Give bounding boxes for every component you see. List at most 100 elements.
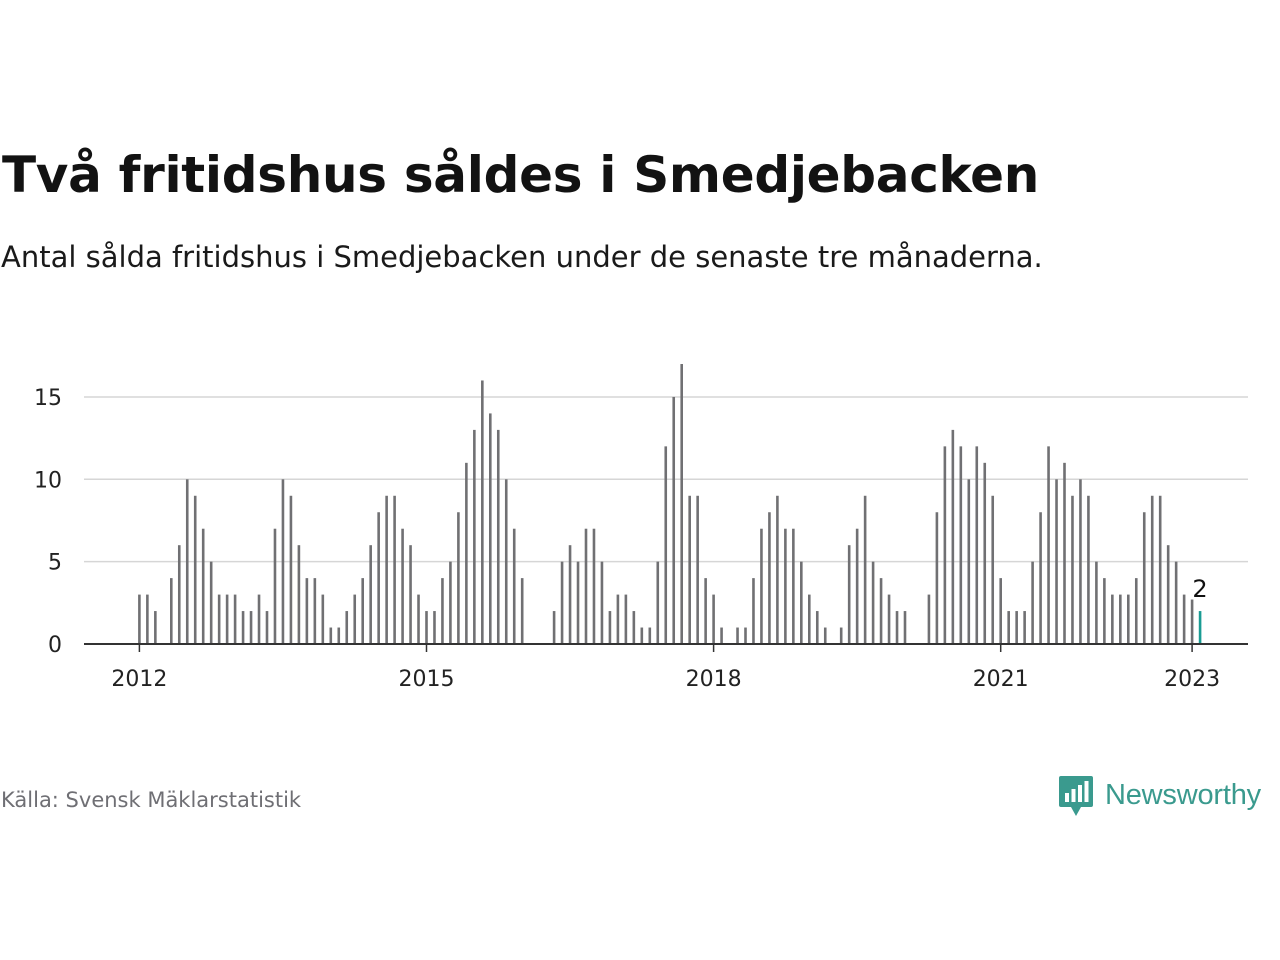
bar bbox=[696, 495, 699, 644]
bar bbox=[887, 594, 891, 644]
bar bbox=[217, 594, 221, 644]
bar bbox=[1071, 495, 1074, 644]
bar bbox=[584, 528, 588, 644]
bar bbox=[321, 594, 325, 644]
bar bbox=[656, 561, 660, 644]
bar bbox=[568, 545, 572, 644]
bar bbox=[1095, 561, 1098, 644]
bar bbox=[672, 396, 676, 644]
bar bbox=[281, 479, 285, 644]
bar bbox=[768, 512, 771, 644]
bar bbox=[504, 479, 508, 644]
bar bbox=[1158, 495, 1162, 644]
bar bbox=[879, 578, 883, 644]
bar bbox=[1047, 446, 1050, 644]
y-tick-label: 5 bbox=[48, 551, 62, 576]
bar bbox=[185, 479, 189, 644]
bar bbox=[520, 578, 524, 644]
bar bbox=[959, 446, 963, 644]
bar bbox=[680, 364, 683, 644]
bar bbox=[313, 578, 317, 644]
bar bbox=[345, 611, 349, 644]
bar bbox=[233, 594, 237, 644]
bar bbox=[1166, 545, 1170, 644]
x-tick-label: 2012 bbox=[111, 667, 167, 692]
bar bbox=[385, 495, 388, 644]
source-note: Källa: Svensk Mäklarstatistik bbox=[1, 788, 302, 812]
bar bbox=[839, 627, 843, 644]
bar bbox=[720, 627, 723, 644]
chart-title: Två fritidshus såldes i Smedjebacken bbox=[2, 146, 1040, 204]
bar bbox=[744, 627, 747, 644]
bar bbox=[560, 561, 564, 644]
bar bbox=[608, 611, 612, 644]
brand[interactable]: Newsworthy bbox=[1058, 772, 1261, 818]
bar bbox=[449, 561, 452, 644]
bar bbox=[624, 594, 628, 644]
y-tick-label: 0 bbox=[48, 633, 62, 658]
bar bbox=[943, 446, 947, 644]
bar bbox=[249, 611, 253, 644]
bar bbox=[576, 561, 580, 644]
x-tick-label: 2018 bbox=[686, 667, 742, 692]
bar bbox=[377, 512, 380, 644]
bar bbox=[592, 528, 596, 644]
bar bbox=[1182, 594, 1186, 644]
bar bbox=[1119, 594, 1122, 644]
bar bbox=[1007, 611, 1010, 644]
bar bbox=[823, 627, 827, 644]
bar bbox=[369, 545, 372, 644]
bar bbox=[616, 594, 620, 644]
bar bbox=[903, 611, 907, 644]
bar bbox=[792, 528, 795, 644]
bar bbox=[967, 479, 971, 644]
data-labels: 2 bbox=[1192, 575, 1207, 603]
bar bbox=[361, 578, 364, 644]
bar bbox=[1134, 578, 1138, 644]
bar bbox=[225, 594, 229, 644]
bar bbox=[209, 561, 213, 644]
bar bbox=[457, 512, 460, 644]
x-axis-ticks: 2012 2015 2018 2021 2023 bbox=[111, 644, 1220, 692]
data-label: 2 bbox=[1192, 575, 1207, 603]
bar bbox=[1150, 495, 1154, 644]
bar bbox=[855, 528, 859, 644]
bar bbox=[433, 611, 436, 644]
bar bbox=[927, 594, 931, 644]
y-tick-label: 10 bbox=[34, 468, 62, 493]
bar bbox=[201, 528, 205, 644]
bar bbox=[401, 528, 404, 644]
bar bbox=[1127, 594, 1130, 644]
bar bbox=[289, 495, 293, 644]
bar bbox=[496, 429, 500, 644]
bar bbox=[648, 627, 652, 644]
bar bbox=[425, 611, 428, 644]
brand-name: Newsworthy bbox=[1105, 778, 1261, 811]
bar bbox=[512, 528, 516, 644]
bar bbox=[640, 627, 644, 644]
bar bbox=[241, 611, 245, 644]
bar bbox=[297, 545, 301, 644]
bar bbox=[473, 429, 476, 644]
bar bbox=[257, 594, 261, 644]
bar bbox=[784, 528, 787, 644]
bar bbox=[393, 495, 396, 644]
bar bbox=[951, 429, 955, 644]
bar bbox=[895, 611, 899, 644]
x-tick-label: 2023 bbox=[1164, 667, 1220, 692]
bar bbox=[193, 495, 197, 644]
bar bbox=[712, 594, 715, 644]
bar bbox=[871, 561, 875, 644]
bar bbox=[600, 561, 604, 644]
bar bbox=[465, 462, 468, 644]
bar bbox=[1023, 611, 1026, 644]
bar bbox=[1142, 512, 1146, 644]
bar bbox=[776, 495, 779, 644]
bar bbox=[1079, 479, 1082, 644]
bar bbox=[863, 495, 867, 644]
bar bbox=[688, 495, 691, 644]
bar bbox=[808, 594, 811, 644]
bar bbox=[935, 512, 939, 644]
bar bbox=[736, 627, 739, 644]
bar bbox=[1174, 561, 1178, 644]
